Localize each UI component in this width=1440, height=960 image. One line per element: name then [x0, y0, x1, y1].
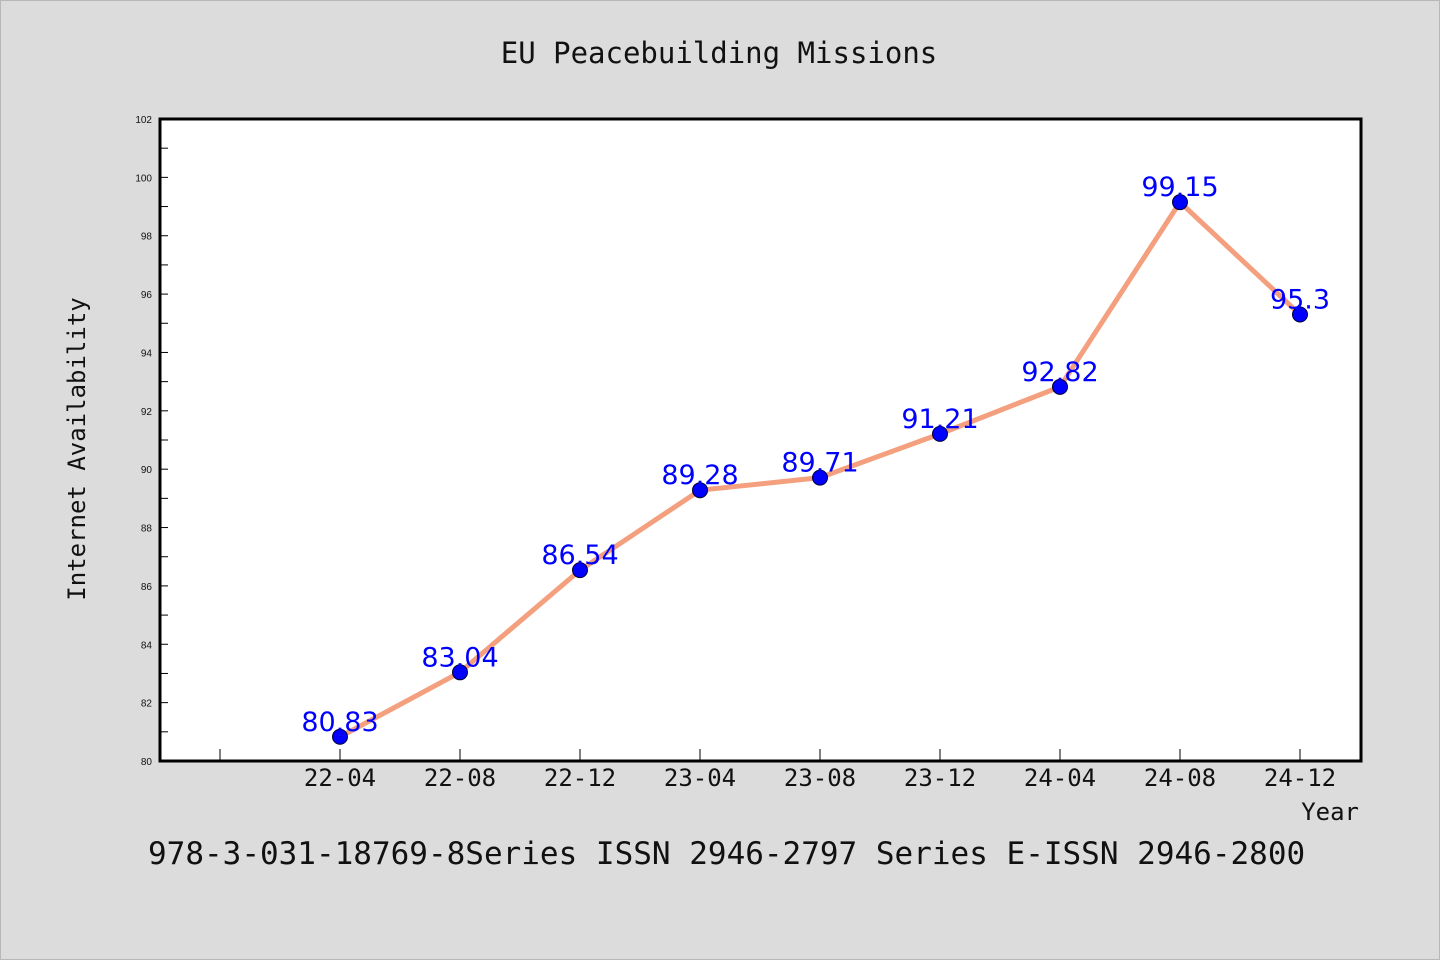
x-tick-label: 23-04	[664, 764, 736, 792]
plot-area	[158, 117, 1363, 763]
data-label: 86.54	[541, 540, 618, 571]
data-point	[1172, 194, 1188, 211]
y-tick-label: 100	[135, 173, 152, 184]
x-tick-label: 22-08	[424, 764, 496, 792]
x-tick-label: 22-04	[304, 764, 376, 792]
y-axis: 80 82 84 86 88 90 92 94 96 98 100 102	[135, 115, 168, 768]
y-tick-label: 82	[141, 699, 153, 710]
x-tick-label: 23-12	[904, 764, 976, 792]
y-tick-label: 84	[141, 640, 153, 651]
chart-title: EU Peacebuilding Missions	[501, 36, 938, 70]
data-label: 89.28	[661, 460, 738, 491]
data-point	[1052, 378, 1068, 395]
data-label: 92.82	[1021, 357, 1098, 388]
data-label: 80.83	[301, 707, 378, 738]
x-tick-label: 24-08	[1144, 764, 1216, 792]
data-points: 80.83 83.04 86.54 89.28 89.71 91.21 92.82 99.15…	[301, 172, 1330, 745]
footer-isbn-text: 978-3-031-18769-8Series ISSN 2946-2797 S…	[148, 836, 1305, 872]
y-axis-label: Internet Availability	[63, 297, 91, 600]
y-tick-label: 98	[141, 232, 153, 243]
x-axis: 22-04 22-08 22-12 23-04 23-08 23-12 24-04 24-08…	[219, 749, 1336, 792]
data-label: 91.21	[901, 404, 978, 435]
x-axis-label: Year	[1301, 798, 1359, 826]
x-tick-label: 22-12	[544, 764, 616, 792]
data-point	[452, 664, 468, 681]
data-point	[692, 482, 708, 499]
data-point	[1292, 306, 1308, 323]
data-point	[932, 425, 948, 442]
y-tick-label: 92	[141, 407, 153, 418]
data-label: 89.71	[781, 448, 858, 479]
data-point	[572, 562, 588, 579]
data-label: 83.04	[421, 642, 498, 673]
x-tick-label: 24-12	[1264, 764, 1336, 792]
x-tick-label: 24-04	[1024, 764, 1096, 792]
y-tick-label: 80	[141, 757, 153, 768]
x-tick-label: 23-08	[784, 764, 856, 792]
data-label: 99.15	[1141, 172, 1218, 203]
data-point	[812, 469, 828, 486]
y-tick-label: 94	[141, 348, 153, 359]
data-label: 95.3	[1270, 285, 1330, 316]
y-tick-label: 86	[141, 582, 153, 593]
y-tick-label: 96	[141, 290, 153, 301]
y-tick-label: 90	[141, 465, 153, 476]
data-point	[332, 728, 348, 745]
y-tick-label: 88	[141, 524, 153, 535]
y-tick-label: 102	[135, 115, 152, 126]
